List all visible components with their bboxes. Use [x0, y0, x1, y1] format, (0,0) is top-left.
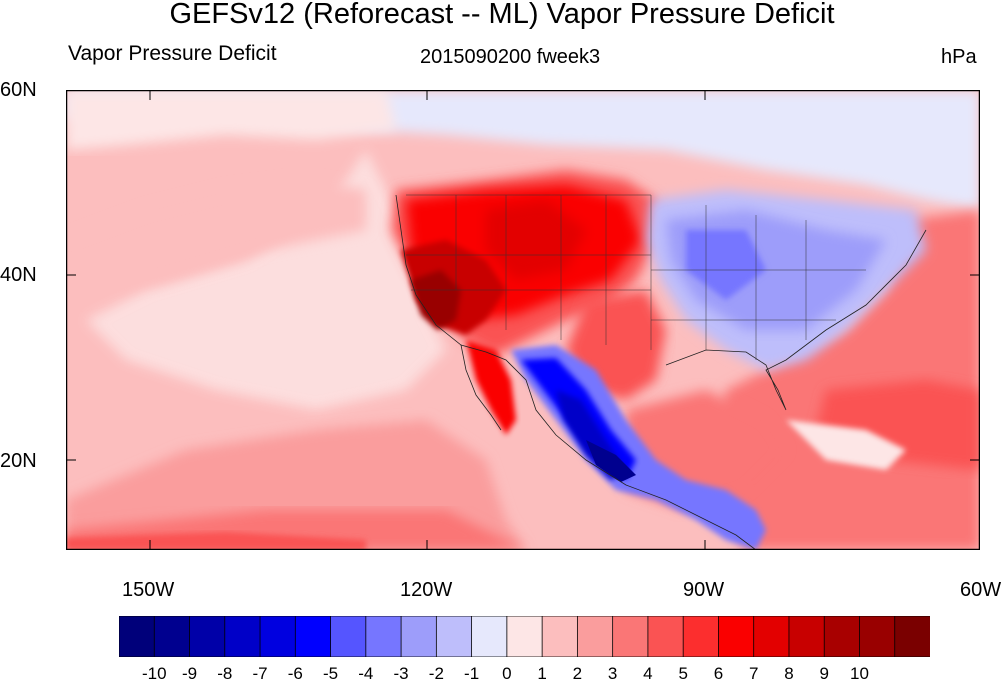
- vpd-field: [66, 90, 980, 550]
- colorbar-swatch: [506, 616, 544, 657]
- colorbar-swatch: [471, 616, 508, 657]
- map-border: [66, 90, 980, 550]
- colorbar-label: -3: [393, 664, 409, 683]
- colorbar-swatch: [294, 616, 332, 657]
- colorbar-swatch: [576, 616, 614, 657]
- colorbar-label: -2: [428, 664, 444, 683]
- forecast-date-label: 2015090200 fweek3: [420, 46, 601, 68]
- colorbar-label: 9: [819, 664, 829, 683]
- colorbar-label: -5: [323, 664, 339, 683]
- colorbar-swatch: [541, 616, 579, 657]
- colorbar-label: -8: [217, 664, 233, 683]
- colorbar-label: 6: [713, 664, 724, 683]
- lon-label-120w: 120W: [400, 579, 453, 601]
- lat-label-20n: 20N: [0, 450, 37, 472]
- colorbar-label: -7: [252, 664, 268, 683]
- colorbar-swatch: [682, 616, 720, 657]
- colorbar-swatch: [365, 616, 402, 657]
- colorbar-swatch: [189, 616, 226, 657]
- colorbar-swatch: [718, 616, 755, 657]
- colorbar-swatch: [788, 616, 826, 657]
- colorbar-swatch: [330, 616, 367, 657]
- colorbar-label: 1: [537, 664, 547, 683]
- colorbar-swatch: [823, 616, 861, 657]
- colorbar-label: -6: [287, 664, 303, 683]
- colorbar-swatch: [859, 616, 896, 657]
- colorbar: [119, 616, 930, 657]
- colorbar-label: 3: [607, 664, 618, 683]
- colorbar-label: 0: [502, 664, 512, 683]
- lon-label-60w: 60W: [960, 579, 1002, 601]
- colorbar-swatch: [753, 616, 790, 657]
- colorbar-swatch: [435, 616, 473, 657]
- colorbar-label: -10: [141, 664, 167, 683]
- lon-label-90w: 90W: [683, 579, 725, 601]
- colorbar-swatch: [612, 616, 649, 657]
- lat-label-60n: 60N: [0, 79, 37, 101]
- colorbar-swatch: [259, 616, 297, 657]
- vpd-map: [66, 90, 980, 550]
- colorbar-swatch: [647, 616, 685, 657]
- colorbar-label: -4: [358, 664, 374, 683]
- colorbar-label: 4: [643, 664, 653, 683]
- colorbar-swatch: [224, 616, 261, 657]
- units-label: hPa: [941, 46, 977, 68]
- colorbar-label: -1: [464, 664, 480, 683]
- chart-title: GEFSv12 (Reforecast -- ML) Vapor Pressur…: [169, 0, 835, 30]
- colorbar-swatch: [894, 616, 930, 657]
- colorbar-label: 10: [850, 664, 869, 683]
- colorbar-label: 2: [572, 664, 583, 683]
- colorbar-swatch: [400, 616, 438, 657]
- coastlines: [395, 194, 927, 550]
- colorbar-label: 5: [678, 664, 688, 683]
- state-borders: [406, 194, 866, 360]
- lon-label-150w: 150W: [122, 579, 175, 601]
- variable-label: Vapor Pressure Deficit: [68, 42, 277, 65]
- colorbar-label: -9: [181, 664, 198, 683]
- colorbar-label: 8: [784, 664, 794, 683]
- colorbar-swatch: [153, 616, 191, 657]
- colorbar-label: 7: [748, 664, 759, 683]
- lat-label-40n: 40N: [0, 264, 37, 286]
- map-ticks: [66, 90, 980, 550]
- colorbar-swatch: [119, 616, 156, 657]
